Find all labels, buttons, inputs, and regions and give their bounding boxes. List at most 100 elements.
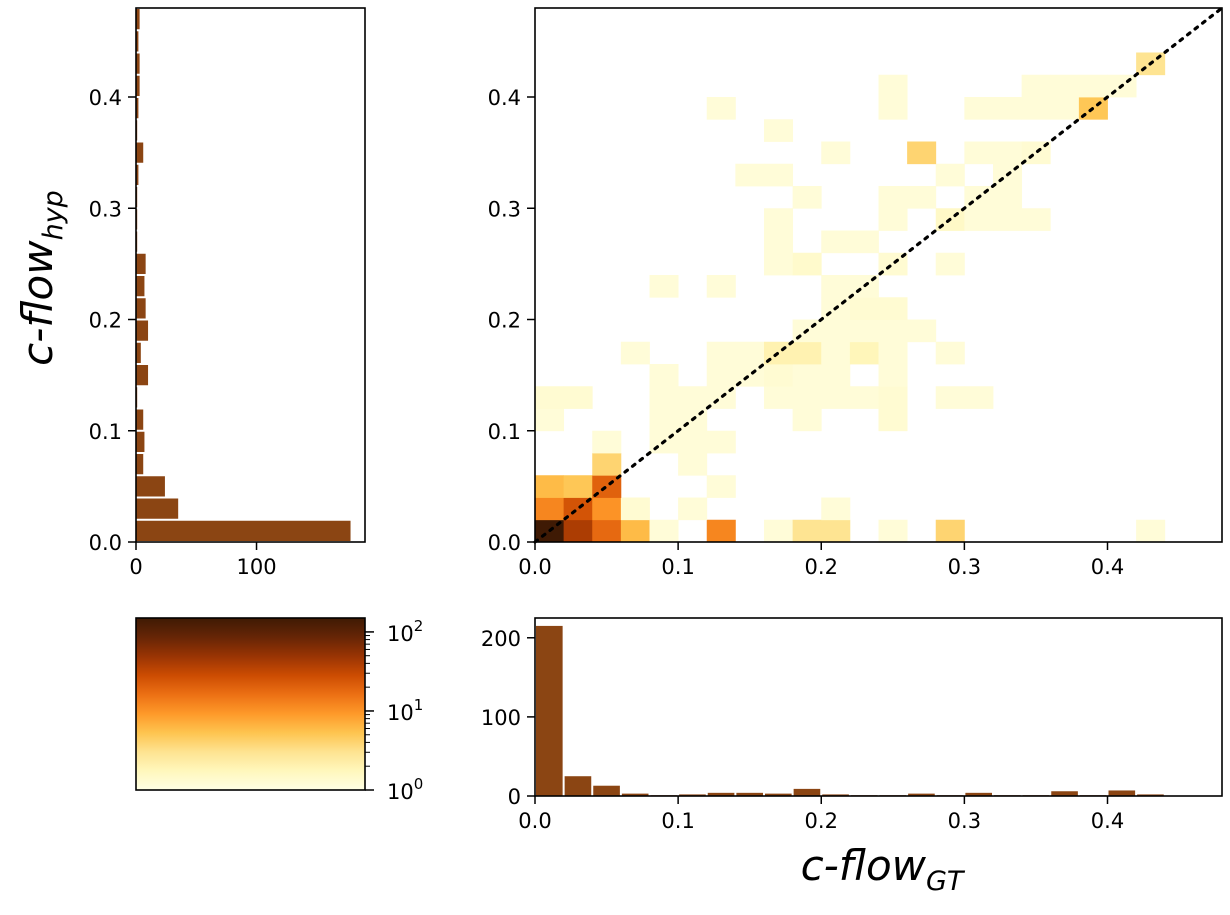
heatmap-cell	[649, 408, 679, 432]
y-histogram-frame	[135, 7, 366, 543]
y-histogram-bar	[136, 431, 145, 452]
x-histogram-y-tick-label: 100	[481, 706, 521, 730]
x-histogram-bars	[536, 625, 1164, 796]
heatmap-cell	[535, 408, 565, 432]
heatmap-cell	[620, 341, 650, 365]
heatmap-y-tick-label: 0.0	[488, 531, 521, 555]
x-marginal-histogram: 0.0 0.1 0.2 0.3 0.4 0 100 200	[481, 617, 1223, 833]
heatmap-frame	[534, 7, 1223, 543]
heatmap-cell	[706, 275, 736, 298]
heatmap-cell	[878, 386, 908, 409]
x-histogram-x-tick-label: 0.3	[948, 809, 981, 833]
heatmap-cell	[849, 297, 879, 320]
y-histogram-bar	[136, 75, 140, 96]
y-histogram-bar	[136, 342, 141, 363]
heatmap-cell	[735, 341, 765, 365]
heatmap-cell	[792, 386, 822, 409]
x-histogram-y-tick-label: 0	[508, 785, 521, 809]
heatmap-cell	[1050, 97, 1080, 120]
heatmap-cell	[1050, 74, 1080, 98]
heatmap-cell	[735, 163, 765, 187]
heatmap-cell	[563, 386, 593, 409]
y-histogram-bar	[136, 31, 139, 52]
heatmap-cell	[878, 208, 908, 231]
colorbar-fill	[136, 618, 365, 790]
heatmap-cell	[1078, 74, 1108, 98]
x-histogram-y-tick-label: 200	[481, 627, 521, 651]
heatmap-y-tick-label: 0.2	[488, 309, 521, 333]
heatmap-cell	[907, 141, 937, 165]
heatmap-cell	[620, 519, 650, 543]
colorbar-ticks: 100 101 102	[365, 617, 423, 804]
y-histogram-bar	[136, 164, 139, 185]
heatmap-cell	[964, 141, 994, 165]
colorbar-tick-label: 100	[387, 775, 423, 804]
y-histogram-y-tick-label: 0.1	[89, 420, 122, 444]
heatmap-cell	[592, 519, 622, 543]
heatmap-cell	[935, 519, 965, 543]
heatmap-cell	[935, 163, 965, 187]
y-histogram-bar	[136, 98, 139, 119]
heatmap-cell	[706, 430, 736, 454]
y-histogram-bar	[136, 365, 149, 386]
heatmap-cell	[1021, 141, 1051, 165]
heatmap-cell	[878, 319, 908, 343]
heatmap-cell	[849, 319, 879, 343]
heatmap-cell	[993, 208, 1023, 231]
heatmap-cell	[792, 364, 822, 387]
heatmap-cell	[821, 141, 851, 165]
heatmap-cell	[678, 430, 708, 454]
x-axis-label: c-flowGT	[801, 841, 966, 897]
heatmap-cell	[792, 252, 822, 276]
heatmap-cell	[907, 186, 937, 209]
heatmap-cell	[592, 453, 622, 476]
heatmap-cell	[821, 386, 851, 409]
heatmap-cell	[535, 475, 565, 498]
heatmap-cell	[878, 97, 908, 120]
heatmap-cell	[706, 475, 736, 498]
heatmap-cell	[821, 341, 851, 365]
heatmap-cell	[935, 386, 965, 409]
y-histogram-bar	[136, 276, 145, 297]
heatmap-cell	[592, 497, 622, 521]
colorbar: 100 101 102	[135, 617, 423, 804]
x-histogram-bar	[736, 792, 763, 796]
heatmap-cell	[935, 252, 965, 276]
y-histogram-x-tick-label: 100	[236, 555, 276, 579]
heatmap-cell	[764, 163, 794, 187]
heatmap-x-tick-label: 0.4	[1091, 555, 1124, 579]
heatmap-cell	[592, 430, 622, 454]
heatmap-x-tick-label: 0.3	[948, 555, 981, 579]
heatmap-cell	[849, 230, 879, 254]
heatmap-cell	[878, 341, 908, 365]
y-histogram-bar	[136, 142, 144, 163]
y-histogram-bar	[136, 320, 149, 341]
heatmap-cell	[993, 97, 1023, 120]
heatmap-cell	[706, 364, 736, 387]
heatmap-cell	[764, 119, 794, 142]
heatmap-y-tick-label: 0.1	[488, 420, 521, 444]
y-histogram-bar	[136, 298, 146, 319]
heatmap-cell	[792, 408, 822, 432]
heatmap-cell	[1136, 519, 1166, 543]
x-histogram-bar	[536, 625, 563, 796]
x-histogram-x-tick-label: 0.0	[518, 809, 551, 833]
y-marginal-histogram: 0 100 0.0 0.1 0.2 0.3 0.4	[89, 7, 366, 579]
heatmap-cell	[764, 208, 794, 231]
y-histogram-bar	[136, 454, 144, 475]
heatmap-cell	[1021, 97, 1051, 120]
heatmap-cell	[821, 364, 851, 387]
heatmap-cell	[563, 475, 593, 498]
heatmap-cell	[678, 386, 708, 409]
y-histogram-bar	[136, 409, 144, 430]
heatmap-cell	[792, 341, 822, 365]
heatmap-cell	[993, 141, 1023, 165]
x-histogram-frame	[534, 617, 1223, 797]
heatmap-cell	[849, 341, 879, 365]
x-histogram-x-tick-label: 0.2	[805, 809, 838, 833]
heatmap-cell	[878, 364, 908, 387]
x-histogram-bar	[765, 793, 792, 796]
y-histogram-x-tick-label: 0	[129, 555, 142, 579]
y-histogram-ticks: 0 100 0.0 0.1 0.2 0.3 0.4	[89, 86, 277, 579]
